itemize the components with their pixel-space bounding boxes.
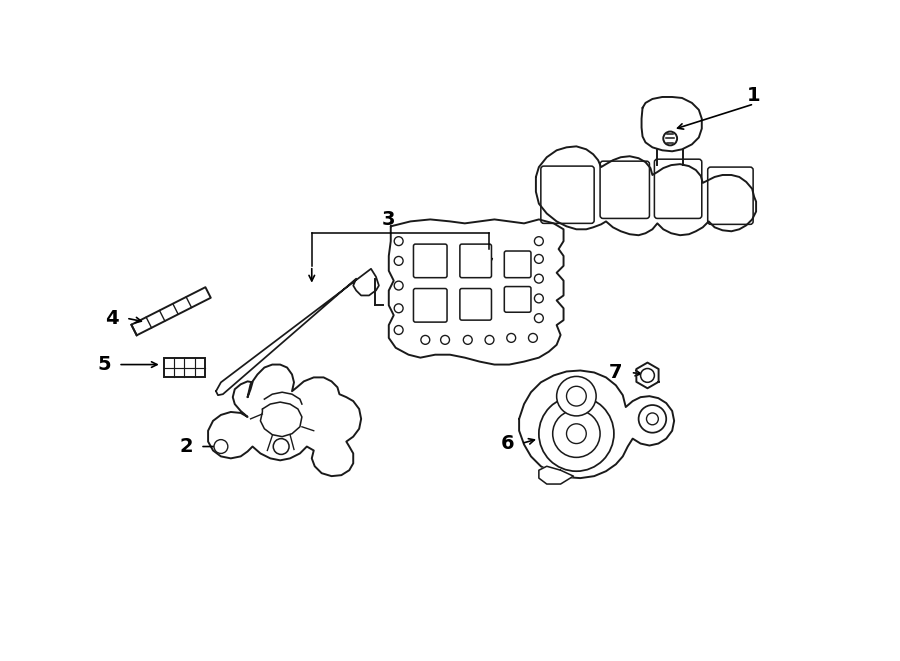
Circle shape — [421, 335, 430, 344]
Text: 3: 3 — [382, 210, 395, 229]
Circle shape — [394, 326, 403, 334]
Circle shape — [394, 237, 403, 246]
Circle shape — [485, 335, 494, 344]
Circle shape — [441, 335, 449, 344]
Circle shape — [556, 376, 596, 416]
FancyBboxPatch shape — [460, 244, 491, 278]
Text: 1: 1 — [747, 85, 760, 104]
Circle shape — [535, 254, 544, 263]
Circle shape — [663, 132, 677, 145]
Polygon shape — [208, 365, 361, 476]
Circle shape — [535, 274, 544, 283]
Circle shape — [535, 294, 544, 303]
Circle shape — [639, 405, 666, 433]
Circle shape — [535, 237, 544, 246]
FancyBboxPatch shape — [504, 251, 531, 278]
Circle shape — [394, 304, 403, 313]
Text: 2: 2 — [180, 437, 194, 456]
Circle shape — [566, 386, 586, 406]
Text: 5: 5 — [97, 355, 112, 374]
Circle shape — [535, 314, 544, 323]
Circle shape — [566, 424, 586, 444]
FancyBboxPatch shape — [413, 244, 447, 278]
Circle shape — [641, 369, 654, 382]
Text: 4: 4 — [105, 309, 119, 328]
Bar — [164, 358, 205, 377]
Circle shape — [464, 335, 472, 344]
Text: 6: 6 — [500, 434, 514, 453]
FancyBboxPatch shape — [460, 289, 491, 320]
Polygon shape — [389, 219, 563, 365]
Circle shape — [646, 413, 658, 425]
Circle shape — [214, 440, 228, 453]
Polygon shape — [519, 370, 674, 478]
Circle shape — [553, 410, 600, 457]
Circle shape — [394, 281, 403, 290]
Polygon shape — [536, 146, 756, 235]
Circle shape — [274, 439, 289, 454]
Circle shape — [507, 333, 516, 342]
Text: 7: 7 — [609, 363, 623, 382]
Circle shape — [394, 256, 403, 265]
Polygon shape — [131, 287, 211, 335]
FancyBboxPatch shape — [504, 287, 531, 312]
FancyBboxPatch shape — [413, 289, 447, 322]
Circle shape — [528, 333, 537, 342]
Polygon shape — [539, 466, 573, 484]
Circle shape — [539, 396, 614, 471]
Polygon shape — [216, 269, 379, 395]
Polygon shape — [642, 97, 702, 151]
